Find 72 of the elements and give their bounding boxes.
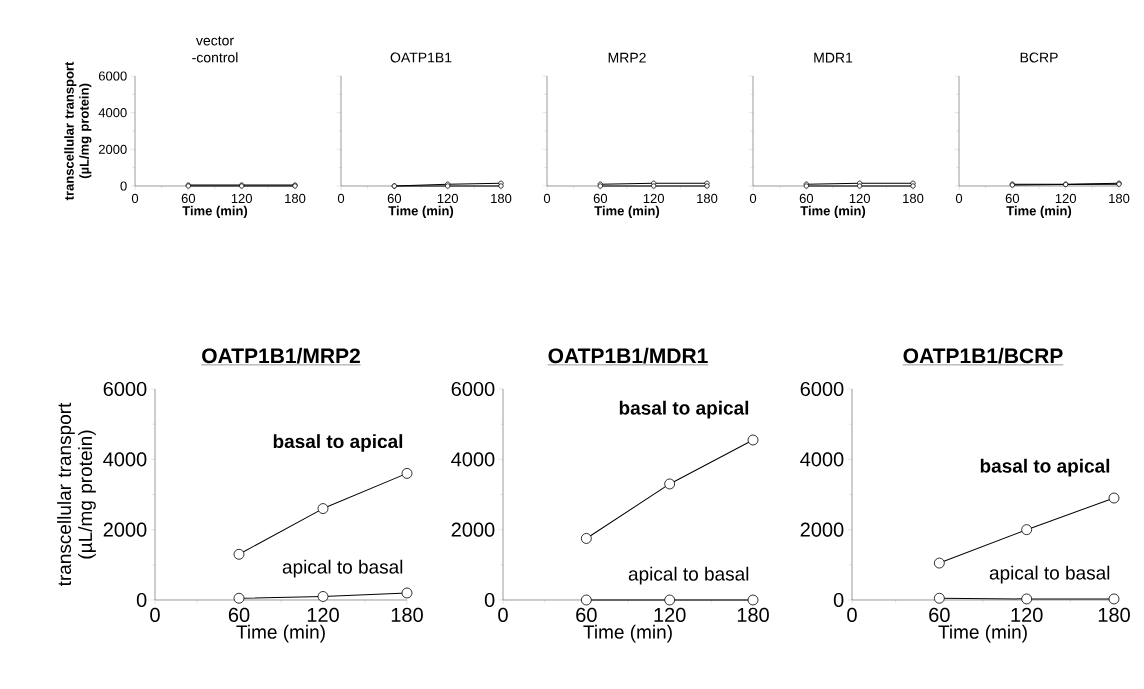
chart-title: OATP1B1/BCRP: [903, 347, 1063, 364]
y-tick-label: 4000: [103, 452, 147, 467]
x-tick-label: 60: [576, 607, 597, 622]
y-tick-label: 2000: [103, 522, 147, 537]
y-tick-label: 6000: [98, 71, 127, 81]
series-label: apical to basal: [282, 559, 403, 578]
x-tick-label: 60: [799, 193, 814, 203]
x-axis-title: Time (min): [388, 205, 454, 218]
x-tick-label: 0: [543, 193, 551, 203]
x-tick-label: 180: [285, 193, 306, 203]
x-axis-title: Time (min): [938, 624, 1027, 643]
x-tick-label: 0: [498, 607, 508, 622]
y-axis-title: transcellular transport (µL/mg protein): [64, 61, 92, 201]
x-tick-label: 60: [181, 193, 196, 203]
x-tick-label: 60: [228, 607, 250, 622]
x-axis-title: Time (min): [583, 624, 672, 643]
chart-title: OATP1B1/MDR1: [548, 347, 708, 364]
x-tick-label: 180: [491, 193, 512, 203]
x-axis-title: Time (min): [1006, 205, 1072, 218]
chart-title: vector -control: [192, 36, 238, 63]
series-label: basal to apical: [619, 400, 749, 419]
series-label: apical to basal: [628, 566, 749, 585]
x-tick-label: 120: [849, 193, 871, 203]
chart-title: OATP1B1/MRP2: [202, 347, 360, 364]
y-axis-title: transcellular transport (µL/mg protein): [57, 402, 96, 587]
x-tick-label: 60: [593, 193, 608, 203]
x-tick-label: 120: [307, 607, 339, 622]
x-tick-label: 60: [1005, 193, 1020, 203]
x-tick-label: 180: [1109, 193, 1130, 203]
chart-title: MRP2: [608, 52, 646, 63]
y-tick-label: 0: [484, 592, 495, 608]
x-tick-label: 0: [955, 193, 963, 203]
y-tick-label: 4000: [451, 452, 495, 467]
y-tick-label: 2000: [800, 522, 844, 537]
x-tick-label: 180: [903, 193, 924, 203]
x-tick-label: 120: [1055, 193, 1077, 203]
y-tick-label: 2000: [451, 522, 495, 537]
y-tick-label: 4000: [800, 452, 844, 467]
y-tick-label: 0: [120, 181, 127, 191]
x-tick-label: 120: [437, 193, 459, 203]
x-tick-label: 60: [929, 607, 950, 622]
series-label: apical to basal: [989, 565, 1110, 584]
x-axis-title: Time (min): [182, 205, 248, 218]
chart-title: OATP1B1: [390, 52, 452, 63]
y-tick-label: 0: [833, 592, 844, 608]
chart-title: BCRP: [1020, 52, 1058, 63]
y-tick-label: 4000: [98, 108, 127, 118]
y-tick-label: 2000: [98, 144, 127, 154]
x-tick-label: 120: [654, 607, 686, 622]
x-tick-label: 180: [737, 607, 769, 622]
x-tick-label: 180: [1098, 607, 1130, 622]
x-axis-title: Time (min): [236, 624, 325, 643]
x-axis-title: Time (min): [594, 205, 660, 218]
x-tick-label: 180: [697, 193, 718, 203]
x-tick-label: 0: [337, 193, 345, 203]
x-tick-label: 0: [749, 193, 757, 203]
series-label: basal to apical: [273, 434, 403, 452]
series-label: basal to apical: [980, 458, 1110, 477]
x-tick-label: 0: [131, 193, 139, 203]
y-tick-label: 6000: [451, 381, 495, 397]
x-axis-title: Time (min): [800, 205, 866, 218]
x-tick-label: 120: [231, 193, 253, 203]
chart-title: MDR1: [814, 52, 853, 63]
y-tick-label: 6000: [103, 381, 147, 397]
y-tick-label: 0: [136, 592, 147, 608]
x-tick-label: 180: [391, 607, 423, 622]
x-tick-label: 0: [847, 607, 857, 622]
x-tick-label: 0: [150, 607, 160, 622]
y-tick-label: 6000: [800, 381, 844, 397]
x-tick-label: 120: [1011, 607, 1043, 622]
x-tick-label: 120: [643, 193, 665, 203]
x-tick-label: 60: [387, 193, 402, 203]
